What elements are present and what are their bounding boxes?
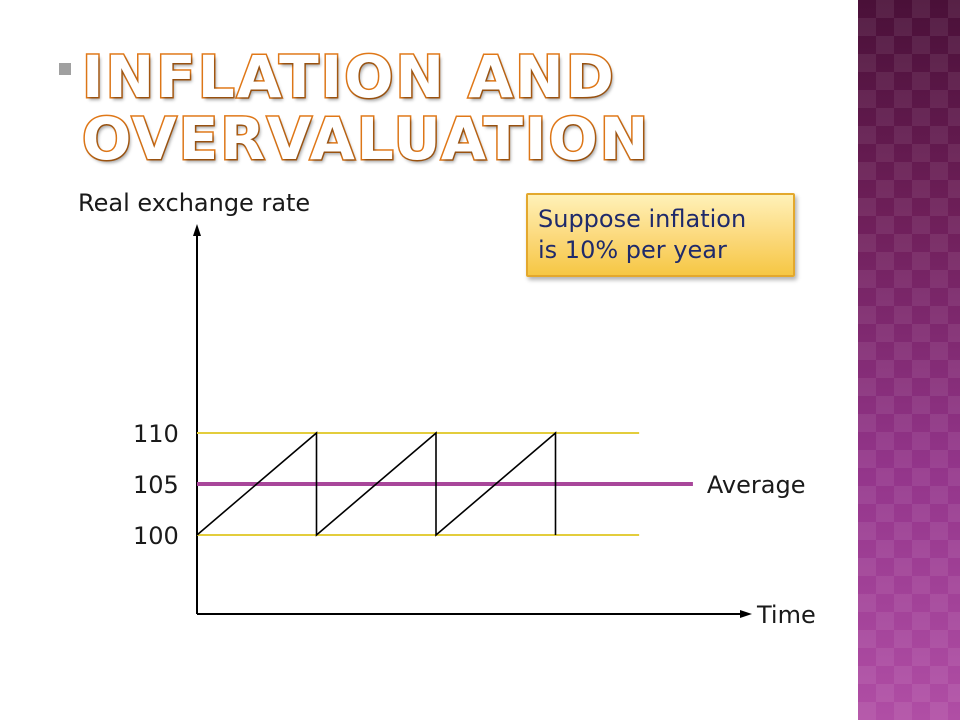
slide-title-line-2: OVERVALUATION: [80, 105, 651, 173]
y-axis-label: Real exchange rate: [78, 189, 310, 217]
sawtooth-series-line: [196, 431, 557, 537]
y-tick-label-100: 100: [133, 522, 179, 550]
x-axis-arrow: [740, 610, 752, 618]
y-tick-label-110: 110: [133, 420, 179, 448]
y-axis-arrow: [193, 224, 201, 236]
slide-title-line-1: INFLATION AND: [80, 43, 616, 111]
inflation-callout: Suppose inflation is 10% per year: [526, 193, 795, 277]
title-bullet: [59, 63, 71, 75]
x-axis-label: Time: [756, 601, 816, 629]
slide-title: INFLATION AND OVERVALUATION: [80, 43, 651, 173]
average-label: Average: [707, 471, 806, 499]
decorative-side-band: [858, 0, 960, 720]
y-tick-label-105: 105: [133, 471, 179, 499]
